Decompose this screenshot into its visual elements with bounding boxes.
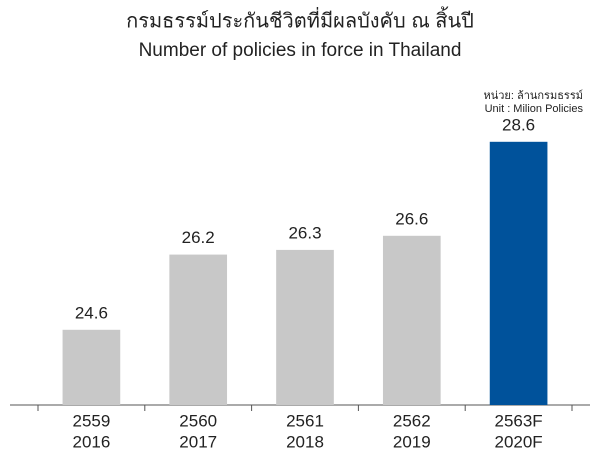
x-tick-label: 2560 bbox=[179, 411, 217, 430]
bar bbox=[169, 254, 228, 405]
x-tick-label: 2561 bbox=[286, 411, 324, 430]
bar bbox=[62, 329, 121, 405]
bar bbox=[382, 235, 441, 405]
chart-subtitle: Number of policies in force in Thailand bbox=[139, 40, 462, 61]
value-label: 26.2 bbox=[182, 228, 215, 247]
x-tick-label: 2017 bbox=[179, 432, 217, 451]
value-label: 26.3 bbox=[288, 223, 321, 242]
value-label: 24.6 bbox=[75, 303, 108, 322]
value-label: 26.6 bbox=[395, 209, 428, 228]
bar bbox=[276, 249, 334, 405]
unit-label: หน่วย: ล้านกรมธรรม์ bbox=[483, 89, 583, 102]
x-tick-label: 2016 bbox=[72, 432, 110, 451]
x-tick-label: 2019 bbox=[393, 432, 431, 451]
x-tick-label: 2020F bbox=[494, 432, 542, 451]
x-tick-label: 2562 bbox=[393, 411, 431, 430]
x-tick-label: 2559 bbox=[72, 411, 110, 430]
x-tick-label: 2018 bbox=[286, 432, 324, 451]
value-label: 28.6 bbox=[502, 115, 535, 134]
unit-label: Unit : Milion Policies bbox=[485, 103, 584, 115]
chart-title: กรมธรรม์ประกันชีวิตที่มีผลบังคับ ณ สิ้นป… bbox=[126, 6, 474, 32]
x-tick-label: 2563F bbox=[494, 411, 542, 430]
bar bbox=[489, 141, 548, 406]
